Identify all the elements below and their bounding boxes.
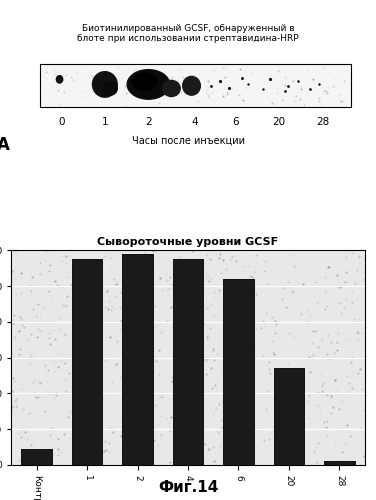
Bar: [122, 254, 153, 465]
Ellipse shape: [183, 76, 200, 95]
Bar: [39, 64, 350, 108]
Text: Часы после инъекции: Часы после инъекции: [132, 136, 244, 145]
Bar: [324, 460, 355, 465]
Bar: [173, 259, 203, 465]
Ellipse shape: [56, 76, 63, 83]
Bar: [223, 279, 254, 465]
Bar: [274, 368, 304, 465]
Bar: [72, 259, 102, 465]
Bar: [21, 449, 52, 465]
Text: 0: 0: [58, 116, 65, 126]
Bar: [223, 279, 254, 465]
Ellipse shape: [103, 82, 117, 95]
Text: 1: 1: [102, 116, 108, 126]
Text: 28: 28: [316, 116, 329, 126]
Bar: [72, 259, 102, 465]
Text: 4: 4: [192, 116, 199, 126]
Text: Фиг.14: Фиг.14: [158, 480, 218, 495]
Bar: [274, 368, 304, 465]
Ellipse shape: [162, 80, 180, 96]
Title: Сывороточные уровни GCSF: Сывороточные уровни GCSF: [97, 236, 279, 246]
Text: Биотинилированный GCSF, обнаруженный в
блоте при использовании стрептавидина-HRP: Биотинилированный GCSF, обнаруженный в б…: [77, 24, 299, 44]
Bar: [173, 259, 203, 465]
Text: 2: 2: [145, 116, 152, 126]
Text: 20: 20: [273, 116, 286, 126]
Ellipse shape: [127, 70, 170, 99]
Bar: [21, 449, 52, 465]
Bar: [122, 254, 153, 465]
Ellipse shape: [92, 72, 117, 97]
Bar: [324, 460, 355, 465]
Ellipse shape: [132, 73, 157, 90]
Text: A: A: [0, 136, 10, 154]
Text: 6: 6: [232, 116, 239, 126]
